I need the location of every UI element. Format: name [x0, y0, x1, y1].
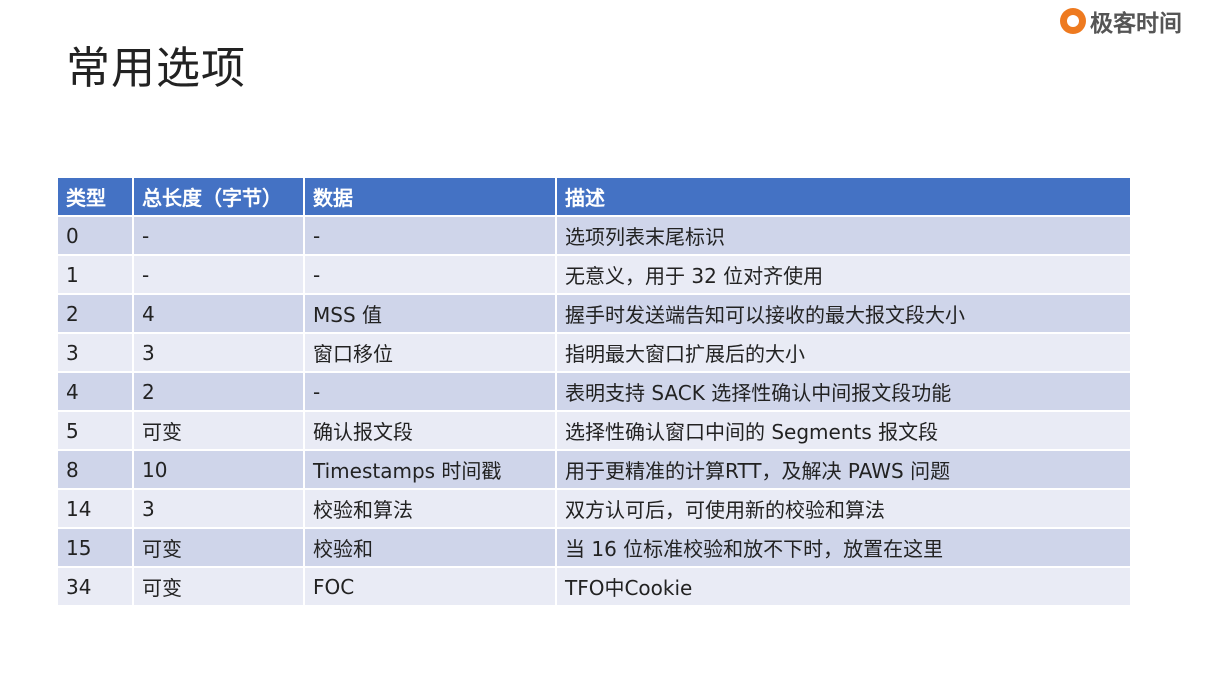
cell-length: -: [134, 256, 303, 293]
cell-type: 14: [58, 490, 132, 527]
cell-type: 2: [58, 295, 132, 332]
cell-type: 3: [58, 334, 132, 371]
cell-length: 可变: [134, 412, 303, 449]
table-row: 0- - 选项列表末尾标识: [58, 217, 1130, 254]
cell-data: 校验和: [305, 529, 555, 566]
cell-data: -: [305, 373, 555, 410]
cell-description: 表明支持 SACK 选择性确认中间报文段功能: [557, 373, 1130, 410]
table-row: 3 3 窗口移位 指明最大窗口扩展后的大小: [58, 334, 1130, 371]
logo: 极客时间: [1060, 4, 1182, 38]
cell-length: 2: [134, 373, 303, 410]
cell-description: 双方认可后，可使用新的校验和算法: [557, 490, 1130, 527]
logo-icon: [1060, 8, 1086, 34]
cell-length: 可变: [134, 529, 303, 566]
table-row: 5 可变 确认报文段 选择性确认窗口中间的 Segments 报文段: [58, 412, 1130, 449]
cell-length: 3: [134, 490, 303, 527]
cell-type: 15: [58, 529, 132, 566]
cell-length: 4: [134, 295, 303, 332]
table-row: 14 3 校验和算法 双方认可后，可使用新的校验和算法: [58, 490, 1130, 527]
table-row: 4 2- 表明支持 SACK 选择性确认中间报文段功能: [58, 373, 1130, 410]
options-table: 类型 总长度（字节） 数据 描述 0- - 选项列表末尾标识 1- - 无意义，用于 32…: [56, 176, 1132, 607]
table-row: 34 可变 FOC TFO中Cookie: [58, 568, 1130, 605]
cell-length: 可变: [134, 568, 303, 605]
cell-description: TFO中Cookie: [557, 568, 1130, 605]
cell-description: 用于更精准的计算RTT，及解决 PAWS 问题: [557, 451, 1130, 488]
cell-type: 5: [58, 412, 132, 449]
cell-data: -: [305, 217, 555, 254]
cell-data: -: [305, 256, 555, 293]
table-row: 1- - 无意义，用于 32 位对齐使用: [58, 256, 1130, 293]
cell-data: Timestamps 时间戳: [305, 451, 555, 488]
cell-description: 握手时发送端告知可以接收的最大报文段大小: [557, 295, 1130, 332]
cell-data: 确认报文段: [305, 412, 555, 449]
table-row: 2 4 MSS 值握手时发送端告知可以接收的最大报文段大小: [58, 295, 1130, 332]
cell-type: 1: [58, 256, 132, 293]
cell-data: MSS 值: [305, 295, 555, 332]
slide-title: 常用选项: [66, 43, 246, 94]
cell-type: 4: [58, 373, 132, 410]
cell-description: 无意义，用于 32 位对齐使用: [557, 256, 1130, 293]
cell-type: 0: [58, 217, 132, 254]
logo-text: 极客时间: [1090, 11, 1182, 37]
cell-length: 3: [134, 334, 303, 371]
table-header-row: 类型 总长度（字节） 数据 描述: [58, 178, 1130, 215]
cell-data: 校验和算法: [305, 490, 555, 527]
header-data: 数据: [305, 178, 555, 215]
cell-length: -: [134, 217, 303, 254]
cell-description: 当 16 位标准校验和放不下时，放置在这里: [557, 529, 1130, 566]
header-description: 描述: [557, 178, 1130, 215]
cell-data: FOC: [305, 568, 555, 605]
cell-type: 34: [58, 568, 132, 605]
header-type: 类型: [58, 178, 132, 215]
cell-data: 窗口移位: [305, 334, 555, 371]
cell-description: 指明最大窗口扩展后的大小: [557, 334, 1130, 371]
cell-type: 8: [58, 451, 132, 488]
table-row: 15 可变 校验和当 16 位标准校验和放不下时，放置在这里: [58, 529, 1130, 566]
header-length: 总长度（字节）: [134, 178, 303, 215]
cell-length: 10: [134, 451, 303, 488]
table-row: 8 10 Timestamps 时间戳 用于更精准的计算RTT，及解决 PAWS 问题: [58, 451, 1130, 488]
cell-description: 选择性确认窗口中间的 Segments 报文段: [557, 412, 1130, 449]
cell-description: 选项列表末尾标识: [557, 217, 1130, 254]
